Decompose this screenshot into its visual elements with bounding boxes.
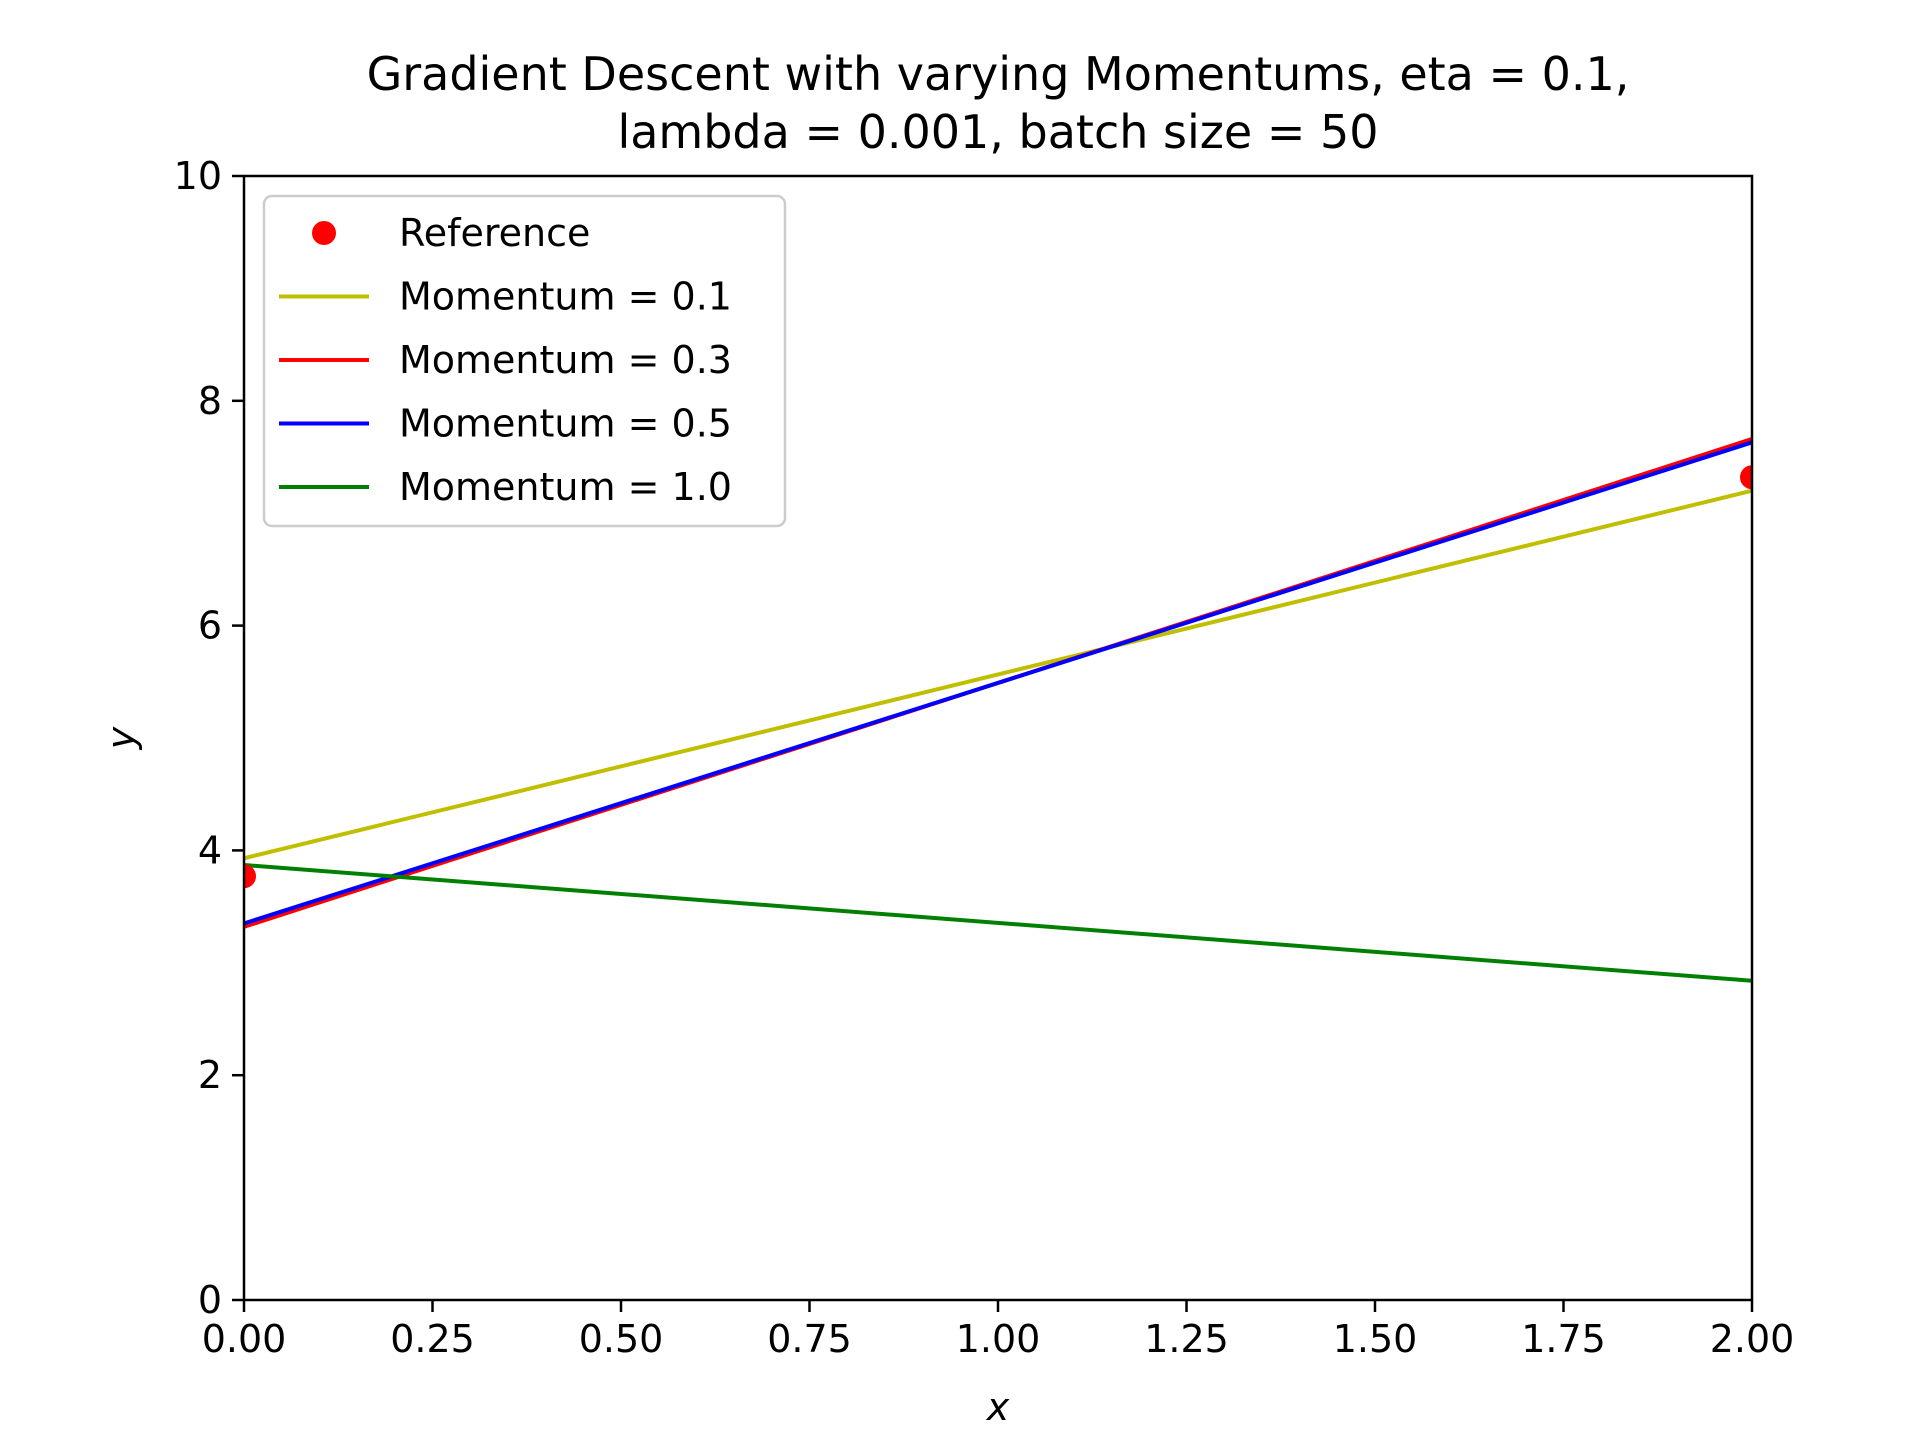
legend-marker-reference — [312, 221, 336, 245]
series-line-4 — [244, 863, 1752, 983]
y-axis-label: y — [99, 726, 143, 750]
y-axis: 0 2 4 6 8 10 — [174, 154, 244, 1322]
legend-label: Momentum = 0.1 — [399, 275, 732, 319]
series-line-1 — [244, 488, 1752, 861]
series-layer — [244, 436, 1752, 983]
y-tick-label: 2 — [198, 1053, 222, 1097]
legend-label: Momentum = 1.0 — [399, 465, 732, 509]
legend-box — [262, 194, 787, 528]
x-tick-label: 0.00 — [202, 1317, 287, 1361]
x-tick-label: 1.25 — [1144, 1317, 1229, 1361]
reference-point — [1740, 465, 1752, 490]
reference-layer — [244, 465, 1752, 889]
series-line-3 — [244, 440, 1752, 926]
x-tick-label: 0.75 — [767, 1317, 852, 1361]
x-tick-label: 2.00 — [1710, 1317, 1795, 1361]
x-axis-label: x — [986, 1385, 1010, 1429]
y-tick-label: 8 — [198, 379, 222, 423]
y-tick-label: 4 — [198, 828, 222, 872]
legend-label: Reference — [399, 211, 590, 255]
x-tick-label: 0.50 — [579, 1317, 664, 1361]
x-tick-label: 1.50 — [1333, 1317, 1418, 1361]
chart-title-line-1: Gradient Descent with varying Momentums,… — [367, 47, 1630, 101]
x-tick-label: 0.25 — [390, 1317, 475, 1361]
x-axis: 0.00 0.25 0.50 0.75 1.00 1.25 1.50 1.75 2.00 — [202, 1300, 1795, 1361]
y-tick-label: 0 — [198, 1278, 222, 1322]
legend-label: Momentum = 0.5 — [399, 402, 732, 446]
chart-title-line-2: lambda = 0.001, batch size = 50 — [617, 105, 1378, 159]
x-tick-label: 1.00 — [956, 1317, 1041, 1361]
y-tick-label: 10 — [174, 154, 222, 198]
reference-point — [244, 864, 256, 889]
legend: Reference Momentum = 0.1 Momentum = 0.3 Mom… — [262, 194, 787, 528]
y-tick-label: 6 — [198, 604, 222, 648]
legend-label: Momentum = 0.3 — [399, 338, 732, 382]
x-tick-label: 1.75 — [1521, 1317, 1606, 1361]
